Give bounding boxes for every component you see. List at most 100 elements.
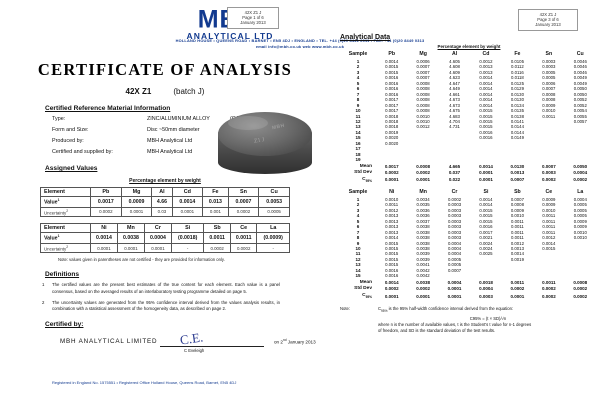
data-cell: 0.0038 bbox=[416, 246, 430, 251]
stat-cell: 0.0008 bbox=[573, 279, 588, 285]
column-header-al: Al bbox=[451, 51, 458, 57]
column-header-cd: Cd bbox=[482, 51, 490, 57]
data-cell: 0.0012 bbox=[479, 59, 493, 64]
data-cell: 0.0055 bbox=[573, 113, 587, 119]
assigned-values-heading: Assigned Values bbox=[45, 165, 98, 172]
info-value: MBH Analytical Ltd bbox=[147, 149, 193, 155]
data-cell: 0.0010 bbox=[573, 229, 587, 235]
table-row: 11 0.0018 0.0010 4.683 0.0015 0.0138 0.0011 0.0… bbox=[340, 114, 596, 119]
data-cell: 0.0007 bbox=[416, 75, 430, 81]
assigned-values-cell: Sb bbox=[203, 223, 231, 234]
data-cell: 0.0014 bbox=[542, 240, 556, 246]
column-header-pb: Pb bbox=[388, 51, 396, 57]
data-cell: 4.704 bbox=[449, 118, 460, 124]
stat-cell: 0.0130 bbox=[510, 163, 525, 169]
stat-cell: 0.0001 bbox=[384, 293, 399, 299]
stat-cell: 0.0002 bbox=[573, 177, 588, 183]
data-cell: 0.0009 bbox=[542, 202, 556, 208]
data-cell: 0.0007 bbox=[416, 69, 430, 75]
assigned-values-cell: 0.001 bbox=[202, 206, 229, 218]
assigned-values-cell: Si bbox=[170, 223, 205, 234]
assigned-values-cell: La bbox=[256, 223, 290, 234]
data-cell: 0.0005 bbox=[542, 69, 556, 75]
data-cell: 0.0011 bbox=[510, 224, 524, 230]
certified-by-heading: Certified by: bbox=[45, 321, 84, 329]
data-cell: 0.0004 bbox=[447, 251, 462, 257]
stat-cell: 0.0002 bbox=[541, 293, 556, 299]
data-cell: 0.0015 bbox=[385, 240, 399, 246]
assigned-values-cell: Al bbox=[151, 187, 173, 197]
data-cell: 0.0016 bbox=[385, 80, 399, 86]
crm-info-row: Certified and supplied by: MBH Analytica… bbox=[52, 149, 330, 156]
stat-cell: 0.0002 bbox=[416, 170, 431, 176]
stat-cell: 0.0001 bbox=[447, 293, 462, 299]
assigned-values-cell: Pb bbox=[90, 187, 122, 197]
assigned-values-cell: 0.0009 bbox=[120, 196, 153, 208]
stat-cell: 0.0018 bbox=[479, 279, 493, 285]
data-cell: 0.0003 bbox=[447, 229, 462, 235]
data-cell: 0.0050 bbox=[573, 86, 587, 92]
sample-number: 5 bbox=[356, 218, 360, 224]
sample-number: 5 bbox=[356, 80, 360, 86]
sample-number: 12 bbox=[355, 256, 361, 262]
data-cell: 4.731 bbox=[449, 124, 460, 130]
data-cell: 4.661 bbox=[449, 91, 460, 97]
assigned-values-cell: 0.0014 bbox=[90, 232, 118, 244]
data-cell: 0.0011 bbox=[542, 213, 556, 219]
data-cell: 0.0042 bbox=[416, 273, 430, 279]
data-cell: 0.0013 bbox=[385, 229, 399, 235]
analytical-data-column: Analytical Data Percentage element by we… bbox=[340, 34, 598, 334]
page-header: MBH® ANALYTICAL LTD HOLLAND HOUSE • QUEE… bbox=[0, 2, 600, 54]
stat-label: Std Dev bbox=[354, 170, 372, 176]
column-header-la: La bbox=[577, 188, 584, 195]
stat-cell: 0.0011 bbox=[542, 279, 556, 285]
data-cell: 0.0015 bbox=[479, 218, 493, 224]
stat-cell: 0.0003 bbox=[541, 170, 556, 176]
stat-cell: 0.0002 bbox=[416, 286, 431, 292]
definition-number: 1 bbox=[42, 282, 45, 288]
data-cell: 0.0014 bbox=[479, 86, 493, 92]
stat-cell: 0.0002 bbox=[541, 177, 556, 183]
crm-batch: (batch J) bbox=[173, 87, 205, 96]
table-row: 5 0.0016 0.0008 4.647 0.0014 0.0125 0.0006 0.00… bbox=[340, 81, 596, 86]
assigned-values-cell: - bbox=[256, 242, 290, 254]
data-cell: 0.0010 bbox=[542, 207, 556, 213]
row-label: Uncertainty2 bbox=[40, 242, 91, 254]
assigned-values-cell: 0.0001 bbox=[143, 242, 172, 254]
data-cell: 0.0007 bbox=[542, 86, 556, 92]
stat-label: Std Dev bbox=[354, 286, 372, 292]
stat-cell: 0.0001 bbox=[510, 293, 525, 299]
stat-cell: 0.022 bbox=[448, 177, 461, 183]
data-cell: 0.0018 bbox=[385, 118, 399, 124]
confidence-equation: C95% = (t × SD)/√n bbox=[469, 315, 507, 321]
data-cell: 4.623 bbox=[449, 75, 460, 81]
data-cell: 0.0003 bbox=[447, 224, 462, 230]
definition-item: 2 The uncertainty values are generated fr… bbox=[42, 299, 280, 312]
definition-text: The uncertainty values are generated fro… bbox=[52, 299, 280, 312]
stat-cell: 0.0002 bbox=[573, 286, 588, 292]
sample-number: 11 bbox=[355, 113, 361, 119]
data-cell: 0.0008 bbox=[416, 86, 430, 92]
data-cell: 0.0025 bbox=[479, 251, 493, 257]
data-cell: 0.0012 bbox=[542, 235, 556, 241]
data-cell: 0.0046 bbox=[573, 64, 587, 70]
data-cell: 0.0017 bbox=[385, 97, 399, 103]
assigned-values-row: Uncertainty2 0.0002 0.0001 0.03 0.0001 0.001 0… bbox=[40, 206, 290, 218]
data-cell: 0.0021 bbox=[479, 235, 493, 241]
stat-row: Mean 0.0014 0.0038 0.0004 0.0018 0.0011 0.0011… bbox=[340, 279, 596, 285]
certified-by-section: Certified by: MBH ANALYTICAL LIMITED C.E… bbox=[0, 321, 330, 358]
data-cell: 0.0015 bbox=[385, 251, 399, 257]
data-cell: 0.0015 bbox=[479, 124, 493, 130]
company-address: HOLLAND HOUSE • QUEENS ROAD • BARNET • E… bbox=[0, 38, 600, 50]
data-cell: 0.0003 bbox=[542, 59, 556, 64]
stat-cell: 0.0011 bbox=[510, 279, 525, 285]
data-cell: 0.0011 bbox=[385, 202, 399, 208]
data-cell: 0.0009 bbox=[573, 218, 587, 224]
data-cell: 0.0005 bbox=[573, 202, 587, 208]
data-cell: 0.0052 bbox=[573, 97, 587, 103]
sample-number: 3 bbox=[356, 69, 360, 75]
note-line-1: C95% is the 95% half-width confidence in… bbox=[378, 306, 514, 313]
data-cell: 4.647 bbox=[449, 80, 460, 86]
data-cell: 0.0036 bbox=[416, 207, 430, 213]
data-cell: 0.0014 bbox=[385, 235, 399, 241]
